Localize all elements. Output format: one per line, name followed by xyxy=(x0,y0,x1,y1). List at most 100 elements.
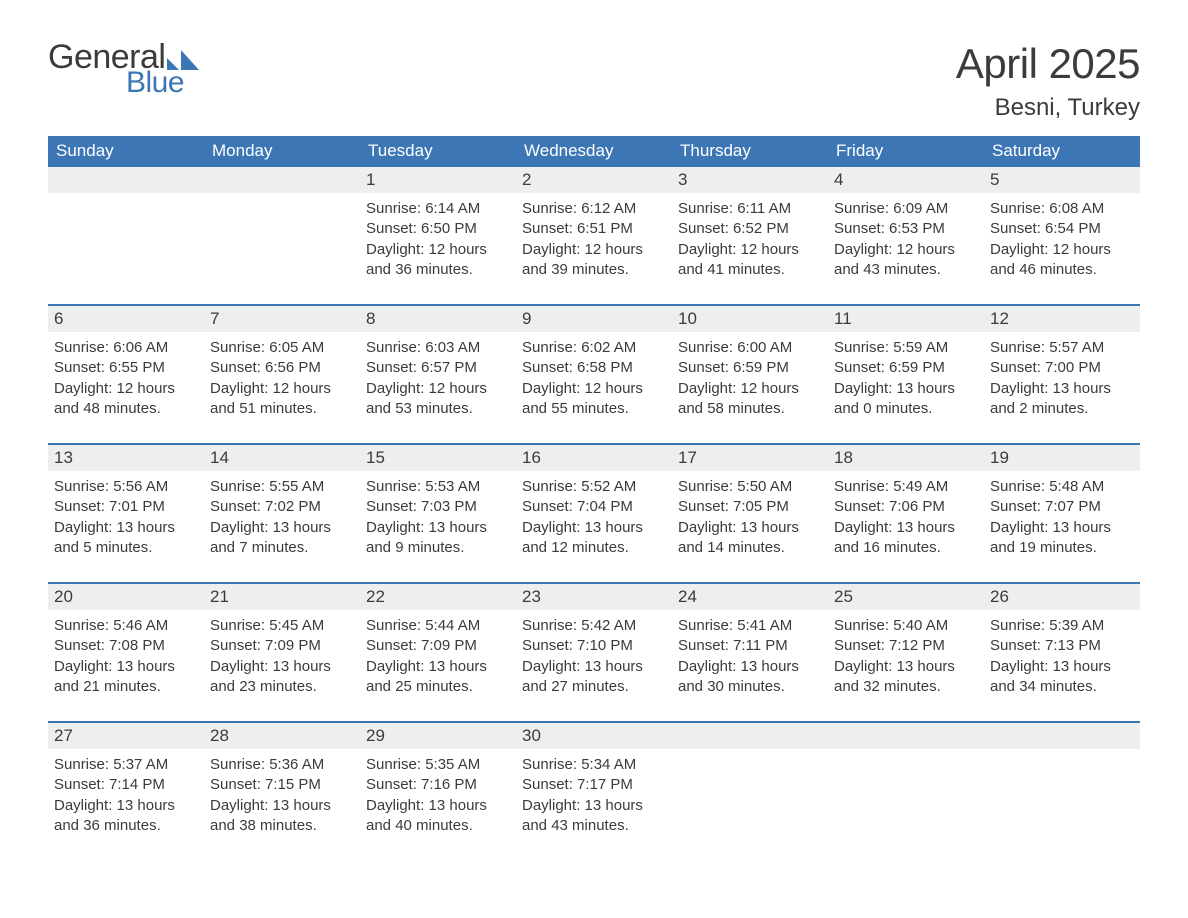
cell-body: Sunrise: 6:11 AMSunset: 6:52 PMDaylight:… xyxy=(672,193,828,280)
daylight-line: Daylight: 12 hours and 55 minutes. xyxy=(522,379,666,420)
calendar-cell: 25Sunrise: 5:40 AMSunset: 7:12 PMDayligh… xyxy=(828,582,984,721)
calendar-cell: 24 Sunrise: 5:41 AMSunset: 7:11 PMDayligh… xyxy=(672,582,828,721)
day-number xyxy=(828,723,984,749)
daylight-line: Daylight: 12 hours and 43 minutes. xyxy=(834,240,978,281)
sunset-line: Sunset: 6:55 PM xyxy=(54,358,198,378)
sunset-line: Sunset: 7:01 PM xyxy=(54,497,198,517)
day-number: 27 xyxy=(48,723,204,749)
day-number: 20 xyxy=(48,584,204,610)
column-header: Wednesday xyxy=(516,136,672,167)
sunset-line: Sunset: 7:00 PM xyxy=(990,358,1134,378)
daylight-line: Daylight: 13 hours and 0 minutes. xyxy=(834,379,978,420)
calendar-cell: 11Sunrise: 5:59 AMSunset: 6:59 PMDayligh… xyxy=(828,304,984,443)
sunset-line: Sunset: 7:04 PM xyxy=(522,497,666,517)
calendar-cell: 18Sunrise: 5:49 AMSunset: 7:06 PMDayligh… xyxy=(828,443,984,582)
daylight-line: Daylight: 13 hours and 30 minutes. xyxy=(678,657,822,698)
cell-body: Sunrise: 5:40 AMSunset: 7:12 PMDaylight:… xyxy=(828,610,984,697)
sunrise-line: Sunrise: 5:53 AM xyxy=(366,477,510,497)
cell-body: Sunrise: 6:12 AMSunset: 6:51 PMDaylight:… xyxy=(516,193,672,280)
cell-body: Sunrise: 5:56 AMSunset: 7:01 PMDaylight:… xyxy=(48,471,204,558)
calendar-grid: SundayMondayTuesdayWednesdayThursdayFrid… xyxy=(48,136,1140,860)
location-label: Besni, Turkey xyxy=(956,94,1140,122)
sunrise-line: Sunrise: 6:09 AM xyxy=(834,199,978,219)
calendar-cell: 23Sunrise: 5:42 AMSunset: 7:10 PMDayligh… xyxy=(516,582,672,721)
sunrise-line: Sunrise: 5:34 AM xyxy=(522,755,666,775)
sunrise-line: Sunrise: 5:41 AM xyxy=(678,616,822,636)
sunrise-line: Sunrise: 6:08 AM xyxy=(990,199,1134,219)
day-number xyxy=(672,723,828,749)
sunset-line: Sunset: 7:16 PM xyxy=(366,775,510,795)
daylight-line: Daylight: 13 hours and 2 minutes. xyxy=(990,379,1134,420)
calendar-cell: 10Sunrise: 6:00 AMSunset: 6:59 PMDayligh… xyxy=(672,304,828,443)
sunrise-line: Sunrise: 5:39 AM xyxy=(990,616,1134,636)
sunrise-line: Sunrise: 5:45 AM xyxy=(210,616,354,636)
sunset-line: Sunset: 7:02 PM xyxy=(210,497,354,517)
column-header: Friday xyxy=(828,136,984,167)
cell-body: Sunrise: 5:37 AMSunset: 7:14 PMDaylight:… xyxy=(48,749,204,836)
cell-body: Sunrise: 5:57 AMSunset: 7:00 PMDaylight:… xyxy=(984,332,1140,419)
sunset-line: Sunset: 6:53 PM xyxy=(834,219,978,239)
daylight-line: Daylight: 13 hours and 23 minutes. xyxy=(210,657,354,698)
logo-word-blue: Blue xyxy=(126,68,199,98)
column-header: Thursday xyxy=(672,136,828,167)
day-number: 22 xyxy=(360,584,516,610)
daylight-line: Daylight: 13 hours and 19 minutes. xyxy=(990,518,1134,559)
daylight-line: Daylight: 13 hours and 27 minutes. xyxy=(522,657,666,698)
cell-body: Sunrise: 5:53 AMSunset: 7:03 PMDaylight:… xyxy=(360,471,516,558)
sunset-line: Sunset: 7:11 PM xyxy=(678,636,822,656)
sunrise-line: Sunrise: 5:42 AM xyxy=(522,616,666,636)
daylight-line: Daylight: 13 hours and 16 minutes. xyxy=(834,518,978,559)
cell-body: Sunrise: 5:35 AMSunset: 7:16 PMDaylight:… xyxy=(360,749,516,836)
sunrise-line: Sunrise: 5:50 AM xyxy=(678,477,822,497)
day-number: 8 xyxy=(360,306,516,332)
cell-body: Sunrise: 5:50 AMSunset: 7:05 PMDaylight:… xyxy=(672,471,828,558)
calendar-cell: 28Sunrise: 5:36 AMSunset: 7:15 PMDayligh… xyxy=(204,721,360,860)
sunrise-line: Sunrise: 6:06 AM xyxy=(54,338,198,358)
day-number xyxy=(204,167,360,193)
day-number: 9 xyxy=(516,306,672,332)
calendar-cell: 17Sunrise: 5:50 AMSunset: 7:05 PMDayligh… xyxy=(672,443,828,582)
cell-body: Sunrise: 5:42 AMSunset: 7:10 PMDaylight:… xyxy=(516,610,672,697)
sunset-line: Sunset: 6:58 PM xyxy=(522,358,666,378)
cell-body: Sunrise: 5:36 AMSunset: 7:15 PMDaylight:… xyxy=(204,749,360,836)
day-number: 30 xyxy=(516,723,672,749)
cell-body: Sunrise: 5:39 AMSunset: 7:13 PMDaylight:… xyxy=(984,610,1140,697)
day-number: 23 xyxy=(516,584,672,610)
calendar-cell: 6Sunrise: 6:06 AMSunset: 6:55 PMDaylight… xyxy=(48,304,204,443)
cell-body: Sunrise: 6:08 AMSunset: 6:54 PMDaylight:… xyxy=(984,193,1140,280)
day-number: 7 xyxy=(204,306,360,332)
daylight-line: Daylight: 13 hours and 5 minutes. xyxy=(54,518,198,559)
sunrise-line: Sunrise: 5:49 AM xyxy=(834,477,978,497)
calendar-cell: 30Sunrise: 5:34 AMSunset: 7:17 PMDayligh… xyxy=(516,721,672,860)
logo: General Blue xyxy=(48,40,199,98)
daylight-line: Daylight: 13 hours and 32 minutes. xyxy=(834,657,978,698)
calendar-cell: 29Sunrise: 5:35 AMSunset: 7:16 PMDayligh… xyxy=(360,721,516,860)
cell-body: Sunrise: 5:55 AMSunset: 7:02 PMDaylight:… xyxy=(204,471,360,558)
sunset-line: Sunset: 7:03 PM xyxy=(366,497,510,517)
daylight-line: Daylight: 13 hours and 12 minutes. xyxy=(522,518,666,559)
column-header: Tuesday xyxy=(360,136,516,167)
sunset-line: Sunset: 6:52 PM xyxy=(678,219,822,239)
day-number: 4 xyxy=(828,167,984,193)
sunrise-line: Sunrise: 5:56 AM xyxy=(54,477,198,497)
sunset-line: Sunset: 7:09 PM xyxy=(210,636,354,656)
day-number: 29 xyxy=(360,723,516,749)
daylight-line: Daylight: 13 hours and 38 minutes. xyxy=(210,796,354,837)
sunset-line: Sunset: 7:07 PM xyxy=(990,497,1134,517)
daylight-line: Daylight: 13 hours and 43 minutes. xyxy=(522,796,666,837)
calendar-cell: 1Sunrise: 6:14 AMSunset: 6:50 PMDaylight… xyxy=(360,167,516,304)
sunset-line: Sunset: 7:06 PM xyxy=(834,497,978,517)
day-number: 12 xyxy=(984,306,1140,332)
month-title: April 2025 xyxy=(956,40,1140,88)
calendar-cell xyxy=(48,167,204,304)
day-number: 24 xyxy=(672,584,828,610)
sunrise-line: Sunrise: 5:55 AM xyxy=(210,477,354,497)
day-number: 19 xyxy=(984,445,1140,471)
day-number: 17 xyxy=(672,445,828,471)
column-header: Monday xyxy=(204,136,360,167)
calendar-cell: 21Sunrise: 5:45 AMSunset: 7:09 PMDayligh… xyxy=(204,582,360,721)
calendar-cell xyxy=(984,721,1140,860)
sunrise-line: Sunrise: 6:02 AM xyxy=(522,338,666,358)
calendar-cell xyxy=(204,167,360,304)
sunrise-line: Sunrise: 6:14 AM xyxy=(366,199,510,219)
